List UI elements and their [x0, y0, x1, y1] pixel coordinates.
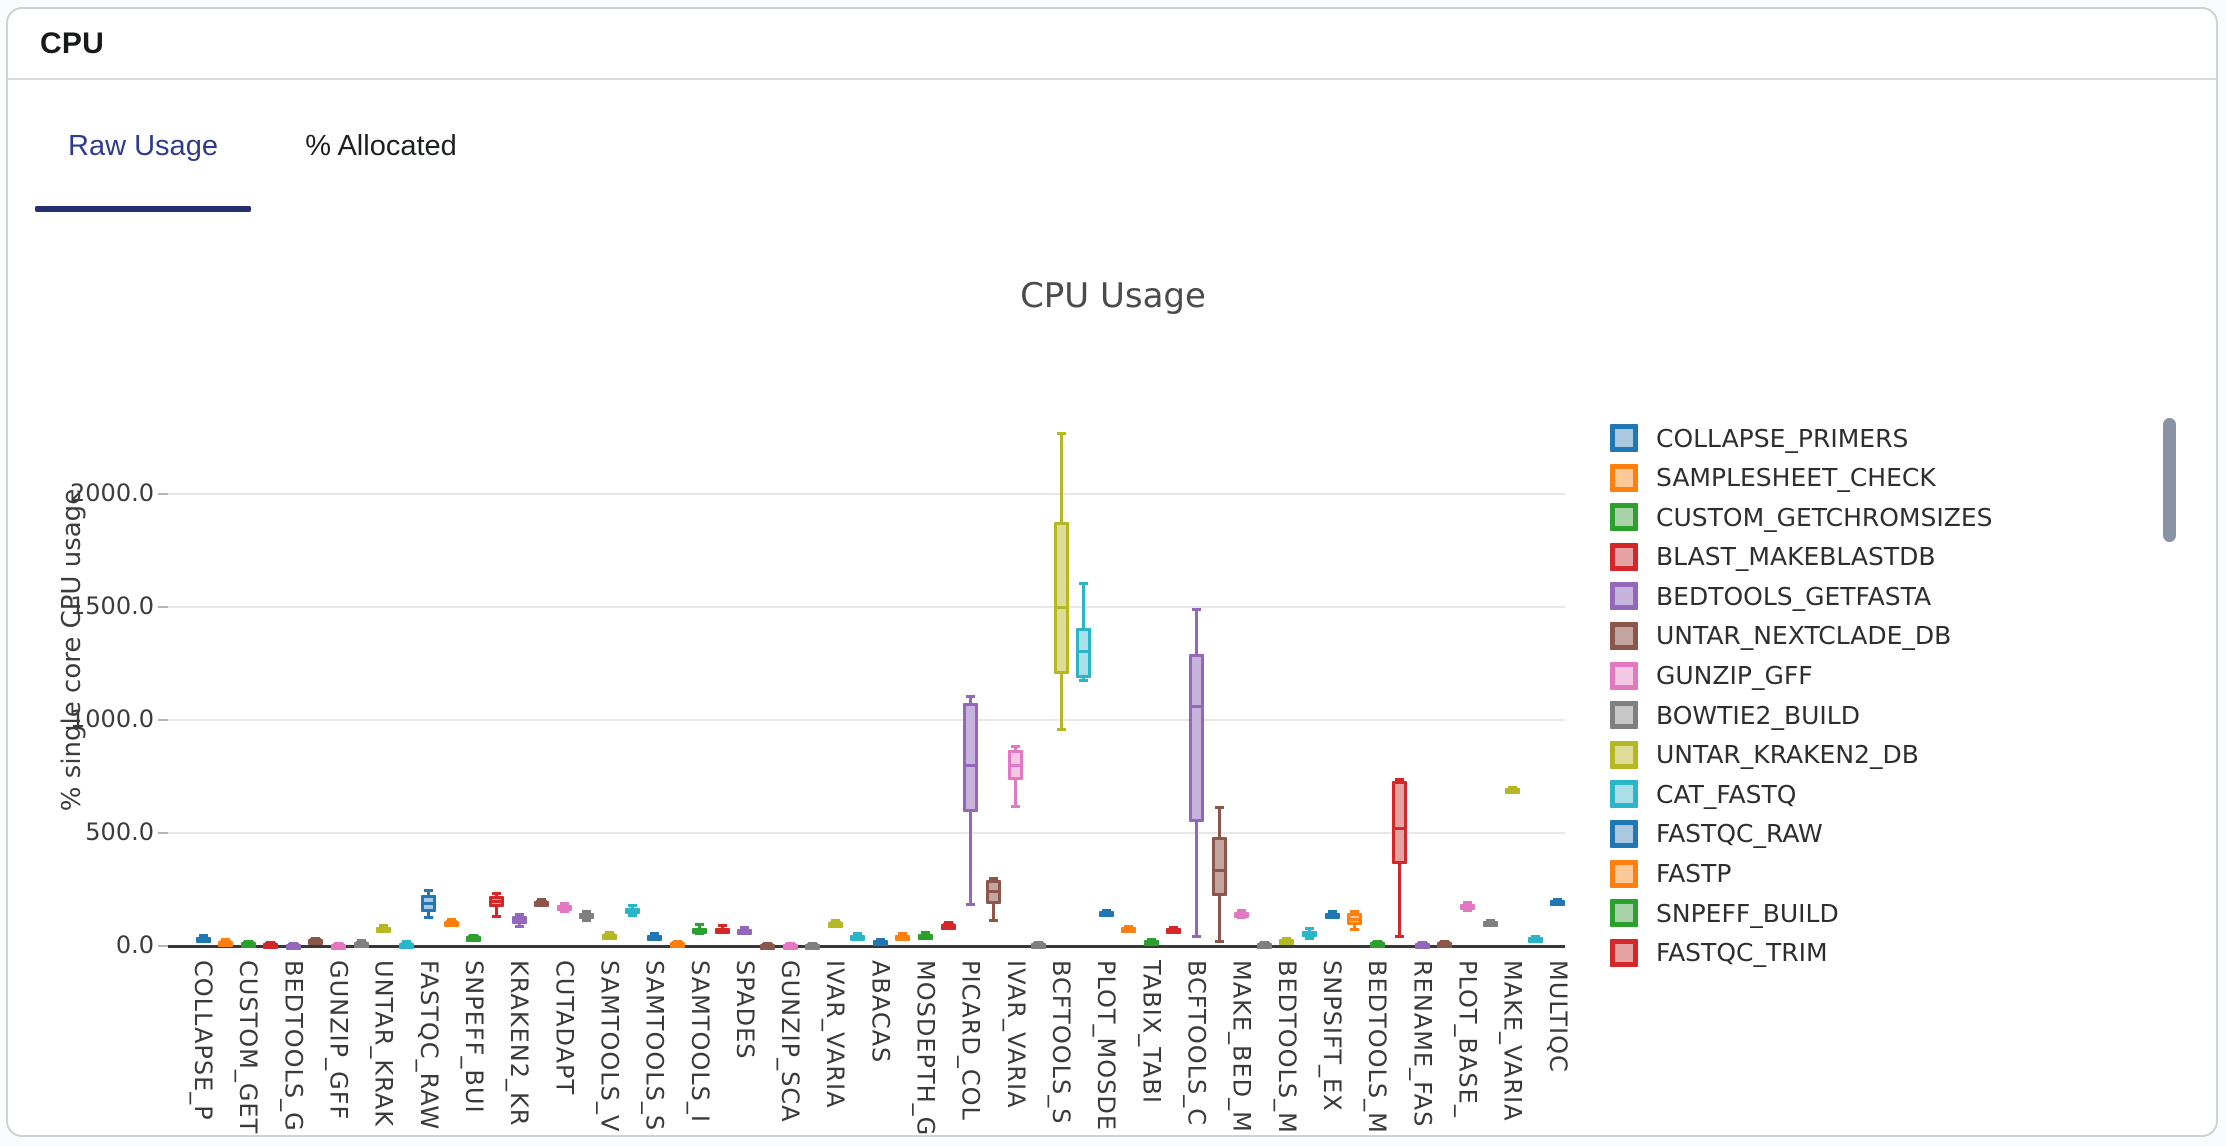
legend-item-label: CAT_FASTQ [1656, 779, 1797, 809]
legend-item-label: UNTAR_KRAKEN2_DB [1656, 740, 1919, 770]
legend-item-label: SAMPLESHEET_CHECK [1656, 463, 1936, 493]
legend-swatch-gray [1610, 701, 1638, 730]
legend-item[interactable]: BOWTIE2_BUILD [1610, 700, 1993, 730]
legend-item[interactable]: UNTAR_KRAKEN2_DB [1610, 740, 1993, 770]
legend-item[interactable]: BLAST_MAKEBLASTDB [1610, 542, 1993, 572]
card-header: CPU [8, 9, 2216, 80]
chart-legend: COLLAPSE_PRIMERS SAMPLESHEET_CHECK CUSTOM_… [1610, 424, 1993, 978]
legend-item-label: COLLAPSE_PRIMERS [1656, 423, 1909, 453]
legend-swatch-cyan [1610, 780, 1638, 809]
legend-item-label: GUNZIP_GFF [1656, 661, 1813, 691]
legend-swatch-purple [1610, 582, 1638, 611]
legend-item[interactable]: COLLAPSE_PRIMERS [1610, 423, 1993, 453]
legend-swatch-blue [1610, 424, 1638, 452]
page-title: CPU [40, 27, 104, 60]
legend-scrollbar-thumb[interactable] [2163, 418, 2176, 542]
legend-item[interactable]: FASTQC_RAW [1610, 819, 1993, 849]
legend-swatch-orange [1610, 463, 1638, 492]
legend-item[interactable]: BEDTOOLS_GETFASTA [1610, 581, 1993, 611]
legend-item[interactable]: UNTAR_NEXTCLADE_DB [1610, 621, 1993, 651]
legend-item[interactable]: GUNZIP_GFF [1610, 661, 1993, 691]
legend-item-label: BEDTOOLS_GETFASTA [1656, 581, 1932, 611]
legend-item[interactable]: FASTP [1610, 859, 1993, 889]
legend-item-label: SNPEFF_BUILD [1656, 898, 1839, 928]
legend-item[interactable]: CAT_FASTQ [1610, 779, 1993, 809]
legend-swatch-red [1610, 938, 1638, 967]
legend-swatch-red [1610, 542, 1638, 571]
legend-swatch-brown [1610, 621, 1638, 650]
legend-swatch-blue [1610, 819, 1638, 848]
legend-item-label: BLAST_MAKEBLASTDB [1656, 542, 1936, 572]
legend-item[interactable]: SNPEFF_BUILD [1610, 898, 1993, 928]
legend-swatch-pink [1610, 661, 1638, 690]
legend-item[interactable]: FASTQC_TRIM [1610, 938, 1993, 968]
legend-item-label: FASTP [1656, 859, 1732, 889]
cpu-card: CPU Raw Usage % Allocated [6, 7, 2218, 1137]
legend-item-label: UNTAR_NEXTCLADE_DB [1656, 621, 1952, 651]
legend-swatch-orange [1610, 859, 1638, 888]
active-tab-underline [35, 206, 251, 212]
legend-item-label: BOWTIE2_BUILD [1656, 700, 1860, 730]
tab-percent-allocated[interactable]: % Allocated [305, 129, 457, 162]
legend-item-label: CUSTOM_GETCHROMSIZES [1656, 502, 1993, 532]
legend-swatch-green [1610, 899, 1638, 928]
legend-swatch-olive [1610, 740, 1638, 769]
legend-item[interactable]: SAMPLESHEET_CHECK [1610, 463, 1993, 493]
legend-item[interactable]: CUSTOM_GETCHROMSIZES [1610, 502, 1993, 532]
legend-swatch-green [1610, 503, 1638, 532]
tab-bar: Raw Usage % Allocated [8, 80, 2216, 212]
legend-item-label: FASTQC_RAW [1656, 819, 1823, 849]
legend-item-label: FASTQC_TRIM [1656, 938, 1828, 968]
tab-raw-usage[interactable]: Raw Usage [68, 129, 218, 162]
